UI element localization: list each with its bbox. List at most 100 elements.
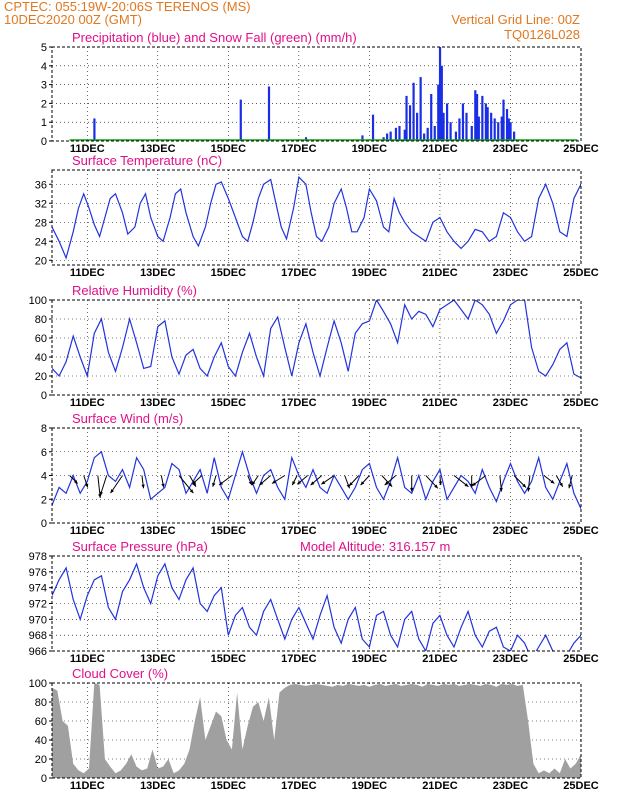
wind-arrow-head (161, 483, 165, 488)
y-tick-label: 0 (41, 136, 47, 148)
y-tick-label: 100 (29, 678, 47, 690)
panel-precip: 0 1 2 3 4 5 11DEC 13DEC 15DEC 17DEC 19DEC 21DEC 23DE… (41, 30, 599, 155)
x-tick-label: 11DEC (70, 143, 105, 155)
x-tick-label: 11DEC (70, 780, 105, 792)
wind-arrow-head (189, 489, 194, 494)
precip-bar (475, 94, 479, 141)
precip-bar (465, 112, 468, 141)
x-tick-label: 15DEC (211, 143, 247, 155)
rh-title: Relative Humidity (%) (72, 283, 197, 298)
header-init-line: 10DEC2020 00Z (GMT) (4, 12, 142, 27)
y-tick-label: 36 (35, 179, 47, 191)
y-tick-label: 2 (41, 494, 47, 506)
wind-arrow-head (141, 484, 145, 489)
x-tick-label: 19DEC (352, 653, 388, 665)
y-tick-label: 3 (41, 80, 47, 92)
wind-arrow-head (550, 479, 555, 484)
wind-arrow-head (292, 481, 296, 486)
x-tick-label: 15DEC (211, 397, 247, 409)
wind-arrow-head (192, 482, 196, 487)
wind-arrow-head (522, 483, 526, 488)
y-tick-label: 0 (41, 390, 47, 402)
x-tick-label: 17DEC (281, 267, 317, 279)
wind-arrow-head (360, 481, 365, 486)
x-tick-label: 13DEC (140, 525, 176, 537)
wind-arrow-head (310, 481, 315, 486)
y-tick-label: 0 (41, 773, 47, 785)
precip-bar (304, 137, 308, 141)
y-tick-label: 40 (35, 735, 47, 747)
x-tick-label: 21DEC (422, 143, 458, 155)
y-tick-label: 2 (41, 98, 47, 110)
wind-arrow-head (98, 494, 102, 498)
wind-series-line (52, 449, 581, 510)
precip-bar (405, 95, 408, 141)
x-tick-label: 13DEC (140, 780, 176, 792)
temp-series-line (52, 175, 581, 260)
wind-arrow-head (499, 487, 503, 492)
panel-plot-area (52, 683, 581, 778)
x-tick-label: 21DEC (422, 653, 458, 665)
x-tick-label: 19DEC (352, 267, 388, 279)
x-tick-label: 17DEC (281, 143, 317, 155)
x-tick-label: 13DEC (140, 143, 176, 155)
y-tick-label: 966 (29, 646, 47, 658)
y-tick-label: 80 (35, 697, 47, 709)
wind-arrow-head (219, 481, 223, 486)
x-tick-label: 25DEC (563, 267, 599, 279)
header-code: TQ0126L028 (504, 27, 580, 42)
precip-bar (477, 116, 480, 141)
y-tick-label: 1 (41, 117, 47, 129)
x-tick-label: 23DEC (493, 267, 529, 279)
precip-bar (507, 118, 510, 141)
y-tick-label: 5 (41, 42, 47, 54)
precip-bar (437, 84, 440, 141)
precip-bar (442, 112, 445, 141)
precip-bar (490, 112, 493, 141)
precip-bar (386, 133, 389, 141)
precip-bar (486, 107, 489, 141)
precip-bar (389, 131, 392, 141)
x-tick-label: 19DEC (352, 780, 388, 792)
precip-bar (382, 137, 385, 141)
wind-arrow-head (192, 480, 197, 485)
precip-bar (461, 103, 465, 141)
precip-bar (412, 82, 415, 141)
x-tick-label: 13DEC (140, 267, 176, 279)
wind-arrow-head (259, 481, 264, 486)
y-tick-label: 978 (29, 551, 47, 563)
x-tick-label: 21DEC (422, 397, 458, 409)
cloud-title: Cloud Cover (%) (72, 666, 168, 681)
precip-bar (239, 99, 242, 141)
panels: 0 1 2 3 4 5 11DEC 13DEC 15DEC 17DEC 19DEC 21DEC 23DE… (29, 30, 599, 792)
wind-arrow-head (464, 483, 469, 487)
wind-arrow-head (321, 480, 326, 485)
precip-bar (433, 125, 436, 141)
y-tick-label: 4 (41, 61, 47, 73)
y-tick-label: 24 (35, 236, 47, 248)
panel-plot-area (52, 562, 581, 651)
y-tick-label: 0 (41, 518, 47, 530)
temp-title: Surface Temperature (nC) (72, 153, 222, 168)
x-tick-label: 11DEC (70, 397, 105, 409)
x-tick-label: 23DEC (493, 525, 529, 537)
y-tick-label: 80 (35, 314, 47, 326)
x-tick-label: 21DEC (422, 525, 458, 537)
precip-bar (394, 127, 398, 141)
header-grid-note: Vertical Grid Line: 00Z (451, 12, 580, 27)
x-tick-label: 19DEC (352, 525, 388, 537)
wind-arrow-head (469, 483, 474, 488)
y-tick-label: 6 (41, 447, 47, 459)
precip-bar (509, 122, 512, 141)
x-tick-label: 23DEC (493, 143, 529, 155)
precip-bar (371, 114, 375, 141)
y-tick-label: 60 (35, 333, 47, 345)
precip-bar (484, 103, 487, 141)
x-tick-label: 25DEC (563, 525, 599, 537)
panel-frame (51, 682, 582, 779)
panel-frame (51, 169, 582, 266)
y-tick-label: 100 (29, 295, 47, 307)
wind-arrow-head (349, 482, 353, 486)
y-tick-label: 976 (29, 567, 47, 579)
